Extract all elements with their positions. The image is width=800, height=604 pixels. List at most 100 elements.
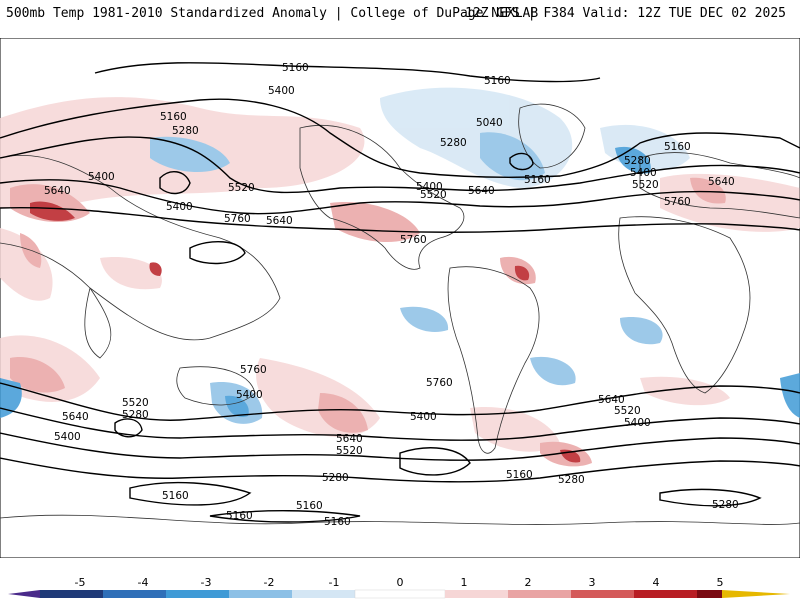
contour-closed-low	[159, 171, 191, 195]
legend-bar	[8, 589, 790, 599]
strong-positive-anomaly-region	[149, 262, 162, 276]
north-america-coastline	[299, 125, 465, 270]
contour-label: 5640	[598, 394, 625, 406]
chart-title: 500mb Temp 1981-2010 Standardized Anomal…	[6, 6, 539, 21]
positive-anomaly-region	[690, 177, 726, 204]
contour-labels: 5160 5400 5160 5280 5400 5640 5400 5520 …	[44, 62, 739, 528]
contour-line	[0, 382, 800, 421]
contour-line	[129, 481, 252, 506]
contour-line	[0, 432, 800, 461]
greenland-coastline	[518, 103, 586, 169]
contour-line	[659, 488, 762, 507]
contour-label: 5160	[296, 500, 323, 512]
contour-label: 5640	[336, 433, 363, 445]
contour-label: 5400	[630, 167, 657, 179]
negative-anomaly-region	[530, 356, 576, 386]
contour-label: 5280	[440, 137, 467, 149]
contour-label: 5520	[122, 397, 149, 409]
map-panel: 5160 5400 5160 5280 5400 5640 5400 5520 …	[0, 38, 800, 558]
contour-line	[0, 98, 800, 178]
negative-anomaly-region	[150, 136, 230, 173]
contour-label: 5280	[712, 499, 739, 511]
contour-label: 5160	[324, 516, 351, 528]
legend-segment	[354, 589, 446, 599]
contour-label: 5160	[506, 469, 533, 481]
australia-coastline	[176, 366, 256, 406]
contour-label: 5640	[266, 215, 293, 227]
negative-anomaly-region	[400, 306, 449, 332]
contour-label: 5760	[664, 196, 691, 208]
contour-label: 5280	[122, 409, 149, 421]
africa-coastline	[618, 216, 751, 394]
negative-anomaly-region	[620, 317, 663, 345]
legend-tick-label: -3	[201, 576, 212, 589]
coastlines	[0, 103, 800, 525]
contour-label: 5160	[162, 490, 189, 502]
positive-anomaly-region	[20, 233, 42, 268]
contour-label: 5280	[624, 155, 651, 167]
legend-tick-label: 4	[653, 576, 660, 589]
anomaly-map: 5160 5400 5160 5280 5400 5640 5400 5520 …	[0, 38, 800, 558]
contour-label: 5400	[236, 389, 263, 401]
contour-label: 5160	[524, 174, 551, 186]
contour-label: 5760	[224, 213, 251, 225]
contour-label: 5640	[468, 185, 495, 197]
positive-anomaly-region	[470, 407, 560, 452]
contour-label: 5280	[172, 125, 199, 137]
legend-tick-label: 1	[461, 576, 468, 589]
contour-label: 5040	[476, 117, 503, 129]
legend-segment	[508, 590, 571, 598]
india-coastline	[84, 287, 112, 359]
legend-tick-label: -2	[264, 576, 275, 589]
contour-label: 5280	[558, 474, 585, 486]
antarctica-coastline	[0, 514, 800, 525]
contour-closed-high	[189, 240, 246, 265]
contour-label: 5760	[400, 234, 427, 246]
contour-label: 5520	[420, 189, 447, 201]
contour-label: 5640	[44, 185, 71, 197]
legend-tick-label: -4	[138, 576, 149, 589]
legend-tick-label: 3	[589, 576, 596, 589]
legend-svg: -5 -4 -3 -2 -1 0 1 2 3 4 5	[8, 576, 790, 599]
legend-segment	[571, 590, 634, 598]
legend-segment	[445, 590, 508, 598]
contour-label: 5160	[160, 111, 187, 123]
contour-label: 5400	[624, 417, 651, 429]
contour-line	[209, 510, 361, 523]
strong-positive-anomaly-region	[514, 265, 530, 281]
height-contours	[0, 62, 800, 523]
contour-label: 5760	[240, 364, 267, 376]
contour-line	[94, 62, 601, 83]
legend-segment	[722, 590, 790, 598]
contour-label: 5520	[614, 405, 641, 417]
positive-anomaly-region	[318, 393, 368, 433]
contour-label: 5160	[226, 510, 253, 522]
contour-label: 5400	[88, 171, 115, 183]
contour-line	[0, 206, 800, 233]
south-america-coastline	[447, 266, 540, 454]
model-run-info: 12Z GFS | F384 Valid: 12Z TUE DEC 02 202…	[465, 6, 786, 21]
legend-tick-label: 0	[397, 576, 404, 589]
contour-closed-low	[114, 418, 143, 438]
contour-label: 5520	[228, 182, 255, 194]
legend-segment	[8, 590, 40, 598]
negative-anomaly-region	[780, 373, 800, 418]
legend-segment	[292, 590, 355, 598]
contour-label: 5280	[322, 472, 349, 484]
contour-line	[0, 179, 800, 215]
contour-label: 5400	[410, 411, 437, 423]
legend-tick-label: 5	[717, 576, 724, 589]
color-legend: -5 -4 -3 -2 -1 0 1 2 3 4 5	[0, 572, 800, 600]
contour-closed-low	[399, 447, 471, 476]
legend-segment	[229, 590, 292, 598]
legend-segment	[40, 590, 103, 598]
positive-anomaly-region	[0, 228, 53, 301]
asia-coastline	[0, 154, 281, 341]
legend-tick-label: -1	[329, 576, 340, 589]
contour-label: 5400	[54, 431, 81, 443]
contour-label: 5400	[416, 181, 443, 193]
legend-segment	[166, 590, 229, 598]
contour-closed-low	[509, 152, 534, 171]
contour-label: 5640	[708, 176, 735, 188]
legend-tick-label: -5	[75, 576, 86, 589]
